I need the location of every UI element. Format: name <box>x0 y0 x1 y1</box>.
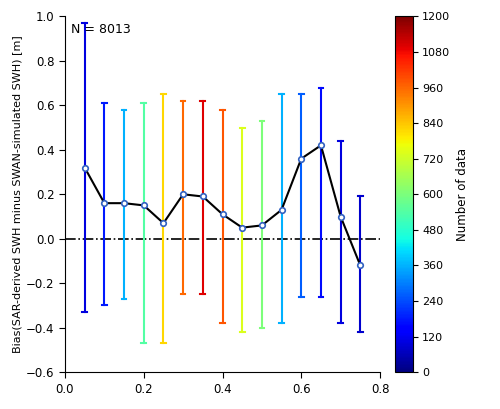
Y-axis label: Bias(SAR-derived SWH minus SWAN-simulated SWH) [m]: Bias(SAR-derived SWH minus SWAN-simulate… <box>12 36 22 353</box>
Text: N = 8013: N = 8013 <box>72 23 131 36</box>
Y-axis label: Number of data: Number of data <box>456 148 469 241</box>
